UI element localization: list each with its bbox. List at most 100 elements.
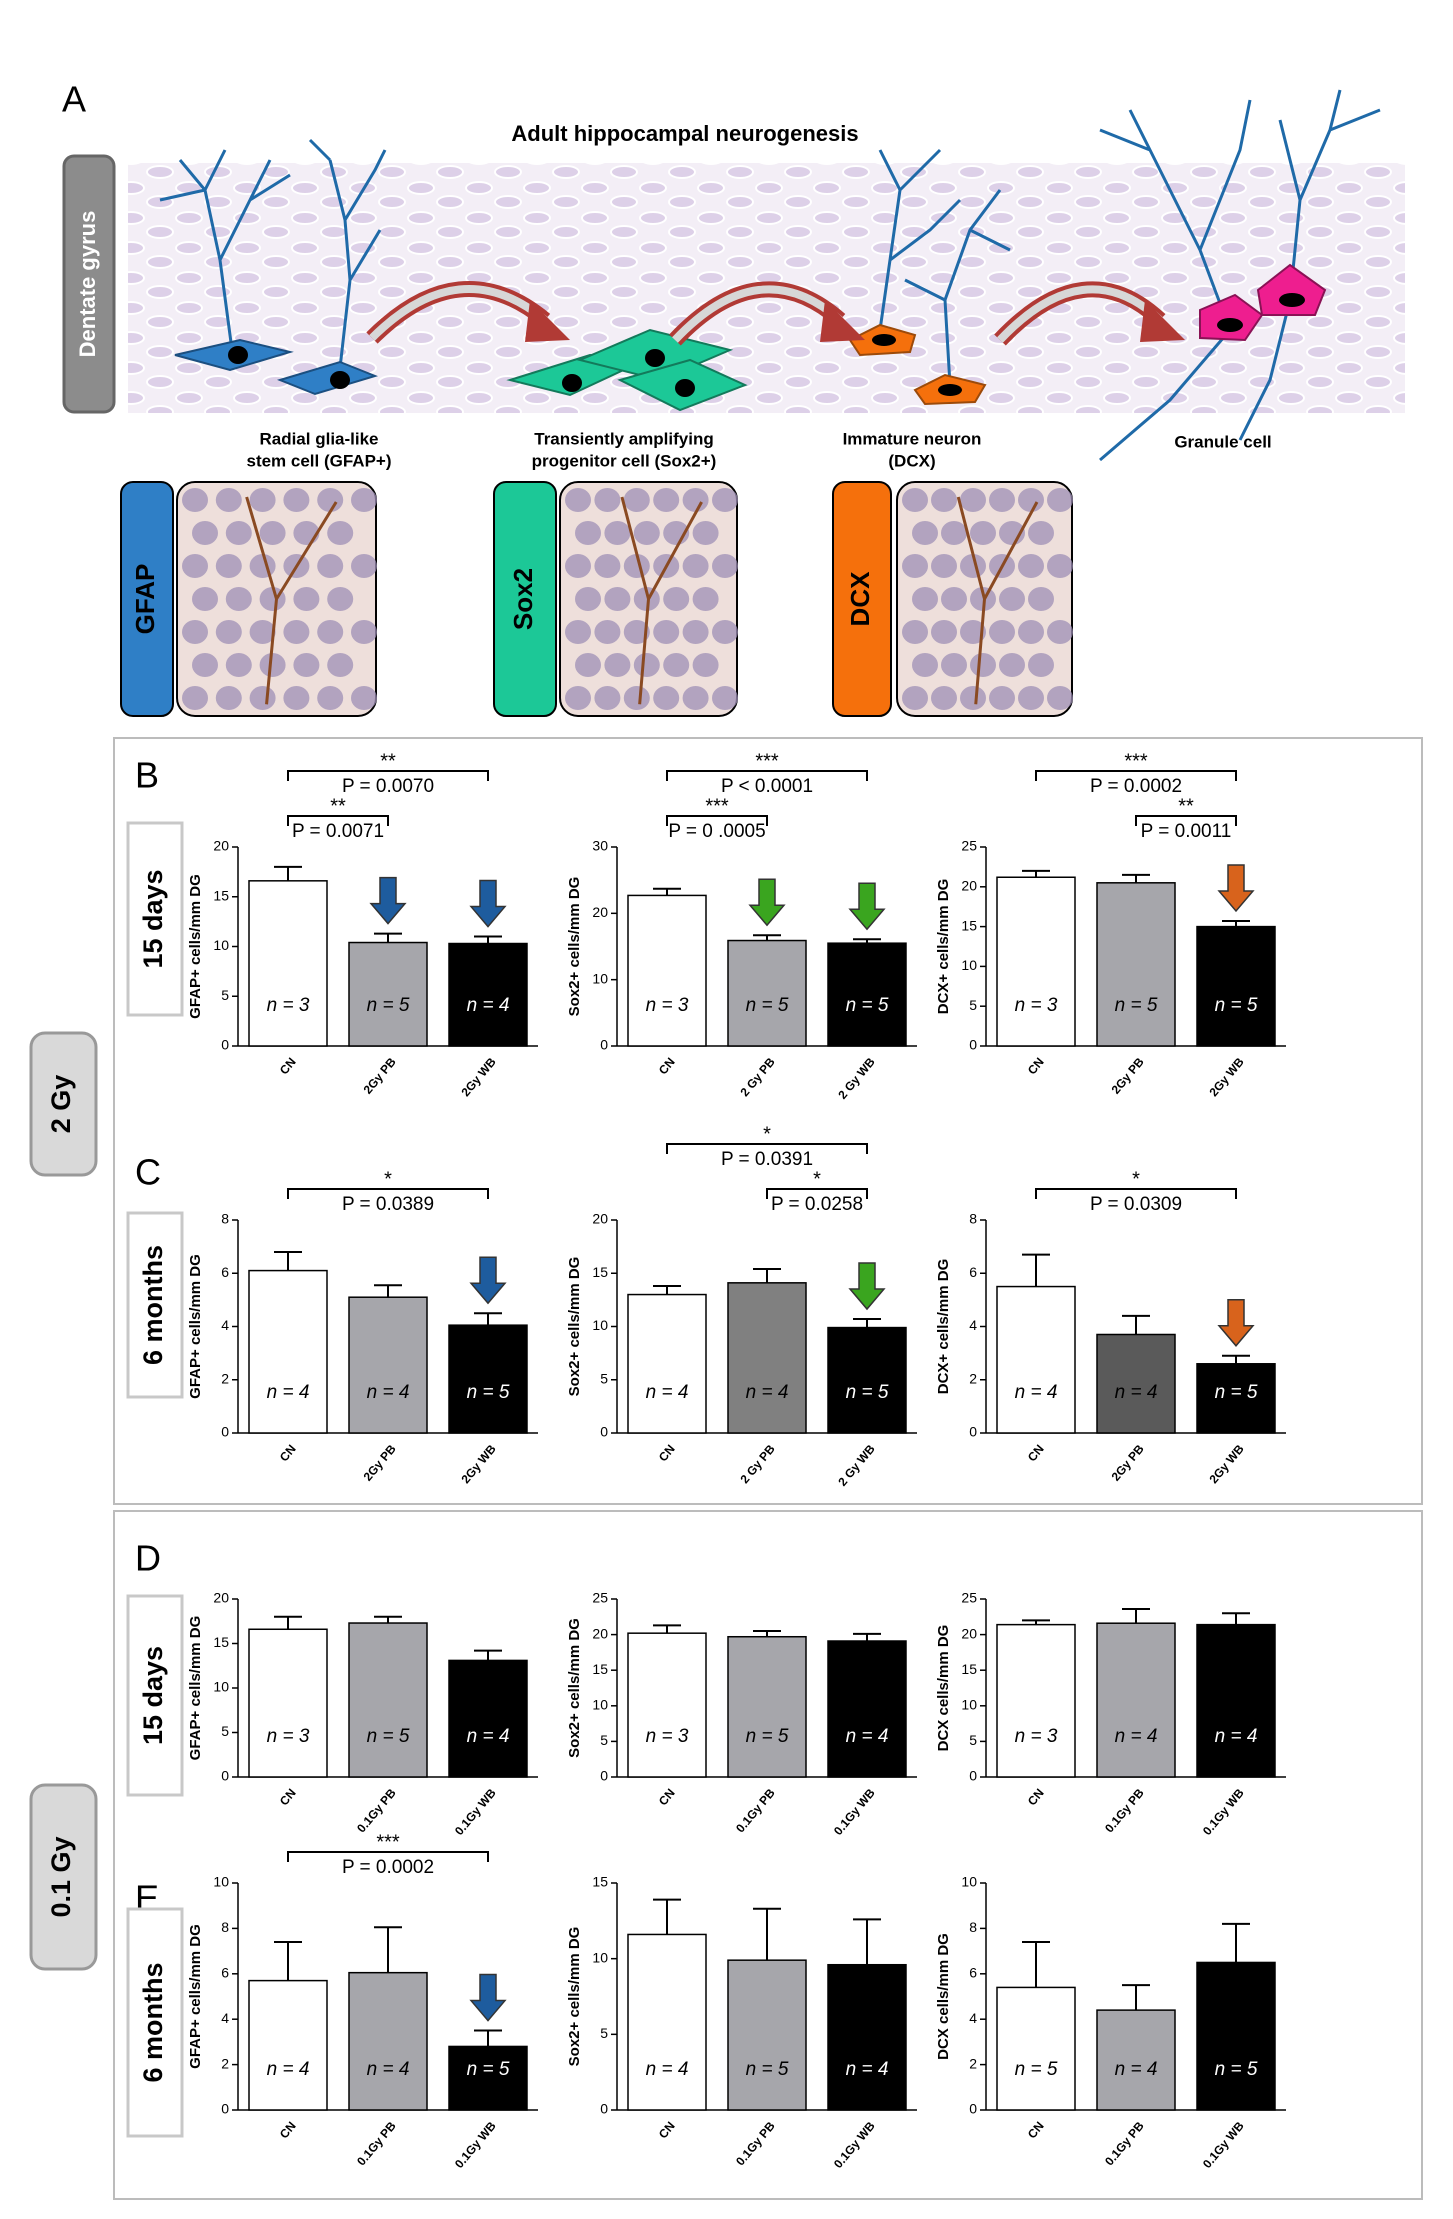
nucleus <box>182 686 208 710</box>
y-tick-label: 0 <box>221 1424 229 1440</box>
y-tick-label: 20 <box>961 1625 977 1641</box>
n-label: n = 4 <box>746 1382 789 1403</box>
y-tick-label: 4 <box>969 2010 977 2026</box>
nucleus <box>692 653 719 677</box>
p-value: P = 0.0070 <box>342 776 434 797</box>
y-tick-label: 25 <box>961 1590 977 1606</box>
dendrites <box>159 89 1381 462</box>
x-tick-label: 2Gy PB <box>1109 1442 1147 1484</box>
nucleus <box>594 488 621 512</box>
nucleus <box>604 521 631 545</box>
marker-box <box>832 481 892 717</box>
x-tick-label: CN <box>277 1786 299 1808</box>
nucleus <box>192 653 218 677</box>
region-box <box>62 154 116 414</box>
y-axis-label: DCX+ cells/mm DG <box>935 879 952 1014</box>
x-tick-label: 0.1Gy WB <box>1200 1786 1247 1838</box>
significance-bracket <box>666 770 868 781</box>
y-tick-label: 5 <box>969 1732 977 1748</box>
nucleus <box>931 686 957 710</box>
nucleus <box>912 653 938 677</box>
nucleus <box>351 686 377 710</box>
y-tick-label: 0 <box>221 1768 229 1784</box>
significance-bracket <box>666 815 768 826</box>
y-tick-label: 20 <box>592 1211 608 1227</box>
nucleus <box>182 488 208 512</box>
x-tick-label: 0.1Gy WB <box>831 2119 878 2171</box>
n-label: n = 4 <box>1015 1382 1058 1403</box>
significance-stars: *** <box>755 750 779 772</box>
bar <box>348 1296 428 1434</box>
n-label: n = 4 <box>1115 1382 1158 1403</box>
x-tick-label: 2 Gy PB <box>737 1442 778 1487</box>
nucleus <box>1028 521 1054 545</box>
y-tick-label: 2 <box>969 1370 977 1386</box>
x-tick-label: CN <box>656 1442 678 1464</box>
effect-arrow <box>469 1973 507 2022</box>
caption: stem cell (GFAP+) <box>246 451 391 470</box>
panel-a: A Dentate gyrus Adult hippocampal neurog… <box>62 79 1405 717</box>
x-tick-label: CN <box>1025 1055 1047 1077</box>
nucleus <box>960 620 986 644</box>
n-label: n = 5 <box>746 995 789 1016</box>
nucleus <box>989 620 1015 644</box>
nucleus <box>1047 686 1073 710</box>
nucleus <box>712 686 738 710</box>
bar <box>827 1640 907 1778</box>
nucleus <box>989 488 1015 512</box>
nucleus <box>327 653 354 677</box>
y-tick-label: 30 <box>592 838 608 854</box>
bar <box>348 941 428 1047</box>
bar <box>1096 1622 1176 1778</box>
y-tick-label: 20 <box>961 878 977 894</box>
nucleus <box>931 620 957 644</box>
p-value: P = 0.0011 <box>1141 821 1232 842</box>
nucleus <box>1028 653 1054 677</box>
caption: Transiently amplifying <box>534 429 714 448</box>
x-tick-label: CN <box>277 1442 299 1464</box>
effect-arrow <box>1217 864 1255 913</box>
x-tick-label: CN <box>656 1786 678 1808</box>
y-tick-label: 10 <box>961 1697 977 1713</box>
effect-arrow <box>469 1256 507 1305</box>
n-label: n = 5 <box>746 1726 789 1747</box>
y-tick-label: 10 <box>592 970 608 986</box>
y-tick-label: 10 <box>213 1679 229 1695</box>
p-value: P = 0.0391 <box>721 1149 813 1170</box>
row-box <box>126 1594 184 1797</box>
bar <box>1096 2009 1176 2111</box>
nucleus <box>182 620 208 644</box>
y-axis-label: DCX cells/mm DG <box>935 1933 952 2060</box>
x-tick-label: 0.1Gy WB <box>1200 2119 1247 2171</box>
y-axis-label: Sox2+ cells/mm DG <box>566 1618 583 1758</box>
nucleus <box>293 653 320 677</box>
significance-stars: *** <box>705 795 729 817</box>
y-tick-label: 8 <box>969 1211 977 1227</box>
significance-stars: ** <box>330 795 346 817</box>
bar <box>727 1635 807 1778</box>
y-tick-label: 0 <box>969 1037 977 1053</box>
nucleus <box>1018 554 1044 578</box>
n-label: n = 5 <box>746 2059 789 2080</box>
nucleus <box>912 521 938 545</box>
y-axis-label: Sox2+ cells/mm DG <box>566 877 583 1017</box>
x-tick-label: 2Gy WB <box>1206 1055 1247 1099</box>
bar <box>996 1285 1076 1434</box>
bar <box>448 1659 528 1778</box>
n-label: n = 3 <box>267 1726 310 1747</box>
transition-arrows <box>366 281 1185 346</box>
bar <box>248 1269 328 1434</box>
bar <box>1196 1961 1276 2111</box>
stain <box>956 496 1039 705</box>
y-tick-label: 4 <box>221 1317 229 1333</box>
bar <box>1096 1333 1176 1434</box>
x-tick-label: 2Gy WB <box>458 1055 499 1099</box>
nucleus <box>259 653 286 677</box>
y-tick-label: 5 <box>969 997 977 1013</box>
y-tick-label: 8 <box>969 1919 977 1935</box>
nucleus <box>215 554 242 578</box>
significance-bracket <box>287 815 389 826</box>
nucleus <box>575 653 601 677</box>
bar <box>627 1933 707 2111</box>
bar <box>248 1628 328 1778</box>
